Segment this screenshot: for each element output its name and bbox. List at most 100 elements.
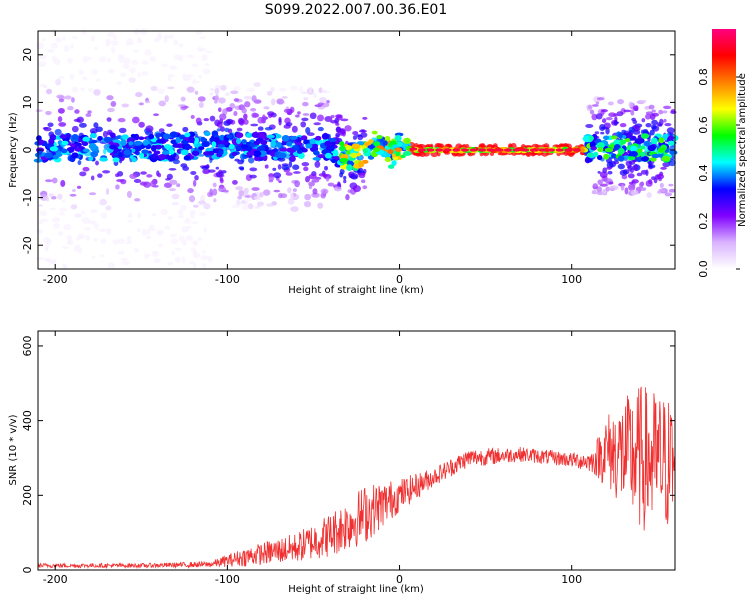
spectrogram-blob <box>140 28 148 35</box>
spectrogram-blob <box>125 241 133 245</box>
spectrogram-blob <box>633 164 639 172</box>
spectrogram-blob <box>278 180 282 184</box>
spectrogram-blob <box>169 34 174 39</box>
spectrogram-blob <box>197 236 202 242</box>
spectrogram-blob <box>243 198 251 203</box>
spectrogram-ridge-point <box>48 138 55 145</box>
spectrogram-blob <box>133 28 140 35</box>
spectrogram-ridge-point <box>604 147 614 153</box>
spectrogram-ridge-point <box>169 131 178 138</box>
spectrogram-blob <box>178 209 184 216</box>
spectrogram-ridge-point <box>394 147 403 153</box>
snr-x-tick-label: 100 <box>561 573 582 586</box>
spectrogram-blob <box>200 255 208 260</box>
spectrogram-blob <box>256 201 265 207</box>
spectrogram-blob <box>149 56 156 62</box>
spectrogram-blob <box>650 124 657 130</box>
spectrogram-blob <box>57 193 63 200</box>
spectrogram-ridge-point <box>231 151 238 156</box>
spectrogram-blob <box>180 204 187 211</box>
spectrogram-blob <box>233 86 241 92</box>
spectrogram-ridge-point <box>384 135 391 142</box>
spectrogram-ridge-point <box>139 152 145 159</box>
spectrogram-blob <box>191 63 199 67</box>
spectrogram-blob <box>129 173 138 179</box>
spectrogram-blob <box>64 95 72 100</box>
spectrogram-blob <box>173 39 179 46</box>
spectrogram-ridge-point <box>59 134 68 139</box>
spectrogram-ridge-point <box>208 150 215 156</box>
spectrogram-y-tick-label: -10 <box>21 189 34 207</box>
spectrogram-blob <box>164 95 169 103</box>
colorbar-tick-label: 0.2 <box>697 212 710 230</box>
spectrogram-blob <box>58 231 64 236</box>
spectrogram-blob <box>278 118 282 126</box>
spectrogram-blob <box>608 181 614 185</box>
spectrogram-blob <box>153 258 161 264</box>
spectrogram-ridge-point <box>630 135 637 141</box>
spectrogram-ridge-point <box>636 156 642 163</box>
spectrogram-blob <box>640 169 648 175</box>
spectrogram-blob <box>75 237 81 241</box>
spectrogram-blob <box>290 85 298 91</box>
spectrogram-blob <box>111 46 116 54</box>
spectrogram-ridge-point <box>279 147 288 152</box>
spectrogram-ridge-point <box>367 144 376 150</box>
spectrogram-blob <box>243 95 252 100</box>
spectrogram-ridge-point <box>38 139 45 146</box>
spectrogram-blob <box>62 36 66 41</box>
spectrogram-ridge-point <box>617 147 625 155</box>
spectrogram-blob <box>35 42 45 49</box>
spectrogram-ridge-point <box>97 136 103 141</box>
spectrogram-blob <box>157 31 162 39</box>
spectrogram-blob <box>192 250 198 256</box>
spectrogram-blob <box>95 78 101 82</box>
spectrogram-blob <box>225 92 230 96</box>
spectrogram-blob <box>135 91 143 98</box>
spectrogram-blob <box>623 109 632 113</box>
spectrogram-blob <box>603 122 611 129</box>
spectrogram-ridge-point <box>590 146 597 151</box>
spectrogram-blob <box>81 210 86 215</box>
spectrogram-blob <box>48 193 54 198</box>
spectrogram-blob <box>620 184 625 191</box>
spectrogram-blob <box>335 126 342 133</box>
spectrogram-blob <box>608 112 617 118</box>
spectrogram-blob <box>607 101 614 106</box>
spectrogram-blob <box>55 37 62 43</box>
spectrogram-blob <box>122 260 130 265</box>
spectrogram-blob <box>358 172 366 179</box>
spectrogram-ridge-point <box>275 141 282 148</box>
spectrogram-blob <box>664 192 673 197</box>
spectrogram-blob <box>631 179 639 184</box>
spectrogram-ridge-point <box>344 145 353 151</box>
spectrogram-blob <box>212 188 218 196</box>
spectrogram-x-tick-label: 0 <box>396 273 403 286</box>
spectrogram-blob <box>71 188 76 192</box>
spectrogram-ridge-point <box>368 139 374 144</box>
spectrogram-blob <box>134 198 141 202</box>
spectrogram-blob <box>112 239 120 245</box>
spectrogram-blob <box>243 113 248 120</box>
spectrogram-ridge-point <box>331 158 337 164</box>
spectrogram-blob <box>73 245 78 252</box>
spectrogram-blob <box>225 118 234 125</box>
spectrogram-blob <box>186 86 195 93</box>
spectrogram-blob <box>538 144 542 148</box>
spectrogram-ridge-point <box>158 153 167 161</box>
spectrogram-blob <box>99 198 107 206</box>
spectrogram-blob <box>666 127 675 134</box>
spectrogram-ridge-point <box>387 149 394 155</box>
spectrogram-ridge-point <box>89 133 97 139</box>
spectrogram-blob <box>324 165 329 171</box>
spectrogram-blob <box>624 187 629 195</box>
spectrogram-blob <box>232 179 238 185</box>
spectrogram-blob <box>238 189 245 197</box>
spectrogram-blob <box>201 250 206 254</box>
spectrogram-blob <box>79 122 87 128</box>
spectrogram-blob <box>194 174 199 181</box>
spectrogram-blob <box>344 125 352 132</box>
spectrogram-peak-point <box>486 148 495 152</box>
spectrogram-blob <box>145 125 154 133</box>
spectrogram-blob <box>218 97 226 104</box>
